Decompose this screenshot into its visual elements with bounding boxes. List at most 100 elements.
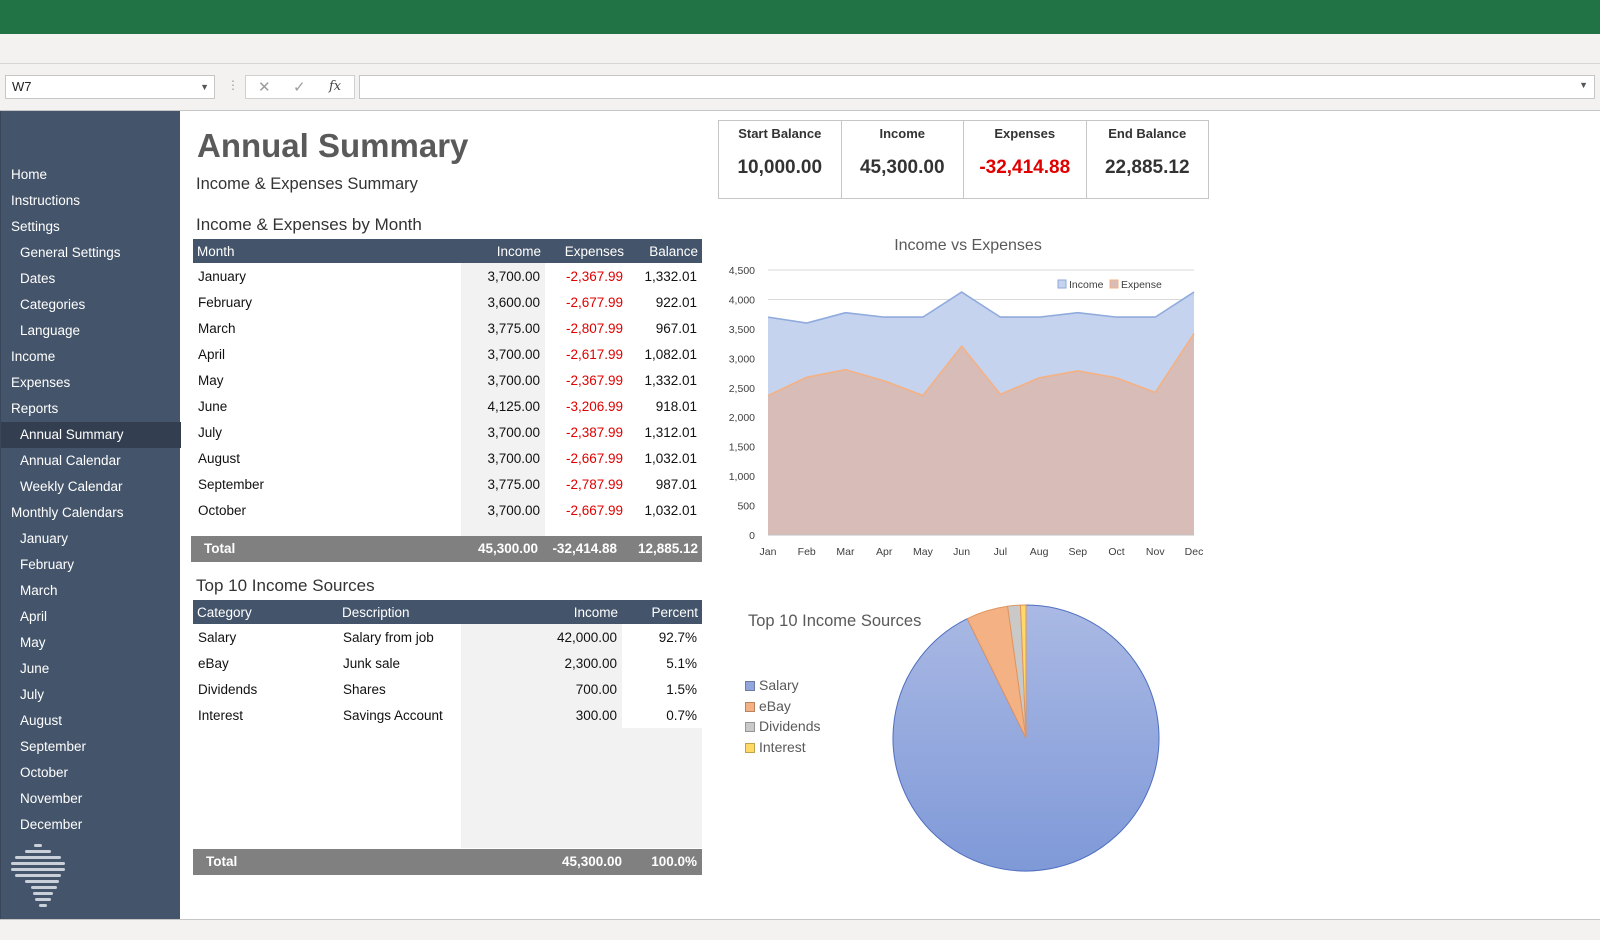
- sidebar-item-november[interactable]: November: [20, 791, 83, 806]
- sidebar-item-income[interactable]: Income: [11, 349, 56, 364]
- sidebar-item-october[interactable]: October: [20, 765, 69, 780]
- sidebar-item-dates[interactable]: Dates: [20, 271, 56, 286]
- month-cell[interactable]: June: [198, 398, 228, 414]
- chevron-down-icon[interactable]: ▼: [1579, 80, 1588, 90]
- expenses-cell[interactable]: -2,367.99: [565, 268, 623, 284]
- category-cell[interactable]: Interest: [198, 707, 244, 723]
- month-cell[interactable]: March: [198, 320, 236, 336]
- income-cell[interactable]: 3,775.00: [461, 315, 545, 341]
- sidebar-item-reports[interactable]: Reports: [11, 401, 59, 416]
- month-cell[interactable]: August: [198, 450, 241, 466]
- series-area-expense[interactable]: [768, 333, 1194, 535]
- expenses-cell[interactable]: -2,787.99: [565, 476, 623, 492]
- income-cell[interactable]: 3,700.00: [461, 263, 545, 289]
- sidebar-item-monthly-calendars[interactable]: Monthly Calendars: [11, 505, 124, 520]
- income-cell[interactable]: 3,700.00: [461, 497, 545, 523]
- expenses-cell[interactable]: -2,807.99: [565, 320, 623, 336]
- balance-cell[interactable]: 1,332.01: [644, 372, 697, 388]
- description-cell[interactable]: Savings Account: [343, 707, 443, 723]
- sidebar-item-january[interactable]: January: [20, 531, 69, 546]
- sidebar-item-april[interactable]: April: [20, 609, 48, 624]
- pie-slice-interest[interactable]: [1019, 604, 1027, 739]
- balance-cell[interactable]: 1,032.01: [644, 450, 697, 466]
- sidebar-item-instructions[interactable]: Instructions: [11, 193, 81, 208]
- description-cell[interactable]: Junk sale: [343, 655, 401, 671]
- table-row: February 3,600.00 -2,677.99 922.01: [193, 289, 702, 315]
- income-cell[interactable]: 3,700.00: [461, 367, 545, 393]
- income-cell[interactable]: 3,700.00: [461, 341, 545, 367]
- sidebar-item-march[interactable]: March: [20, 583, 58, 598]
- balance-cell[interactable]: 1,032.01: [644, 502, 697, 518]
- sidebar-item-home[interactable]: Home: [11, 167, 48, 182]
- expenses-cell[interactable]: -2,677.99: [565, 294, 623, 310]
- expenses-cell[interactable]: -2,367.99: [565, 372, 623, 388]
- income-cell[interactable]: 700.00: [461, 676, 622, 702]
- sidebar-item-settings[interactable]: Settings: [11, 219, 60, 234]
- month-cell[interactable]: July: [198, 424, 223, 440]
- income-cell[interactable]: 3,700.00: [461, 445, 545, 471]
- sidebar-nav: Home Instructions Settings General Settings…: [0, 111, 181, 919]
- month-cell[interactable]: September: [198, 476, 265, 492]
- name-box[interactable]: W7 ▼: [5, 75, 215, 99]
- percent-cell[interactable]: 92.7%: [658, 629, 697, 645]
- income-cell[interactable]: 2,300.00: [461, 650, 622, 676]
- balance-cell[interactable]: 1,312.01: [644, 424, 697, 440]
- percent-cell[interactable]: 0.7%: [666, 707, 697, 723]
- expenses-cell[interactable]: -2,667.99: [565, 502, 623, 518]
- sidebar-item-february[interactable]: February: [20, 557, 75, 572]
- empty-cell[interactable]: [461, 523, 545, 540]
- sidebar-item-december[interactable]: December: [20, 817, 83, 832]
- sidebar-item-june[interactable]: June: [20, 661, 50, 676]
- sidebar-item-expenses[interactable]: Expenses: [11, 375, 71, 390]
- balance-cell[interactable]: 987.01: [655, 476, 697, 492]
- sidebar-item-language[interactable]: Language: [20, 323, 81, 338]
- month-cell[interactable]: April: [198, 346, 226, 362]
- drag-handle-icon[interactable]: ⋮: [227, 78, 239, 92]
- x-tick-label: Jan: [760, 546, 777, 558]
- table-row: April 3,700.00 -2,617.99 1,082.01: [193, 341, 702, 367]
- expenses-cell[interactable]: -3,206.99: [565, 398, 623, 414]
- month-cell[interactable]: October: [198, 502, 247, 518]
- formula-input[interactable]: ▼: [359, 75, 1595, 99]
- month-cell[interactable]: February: [198, 294, 253, 310]
- chevron-down-icon[interactable]: ▼: [200, 82, 209, 92]
- sidebar-item-annual-summary[interactable]: Annual Summary: [1, 422, 181, 448]
- category-cell[interactable]: Salary: [198, 629, 237, 645]
- income-cell[interactable]: 42,000.00: [461, 624, 622, 650]
- income-cell[interactable]: 4,125.00: [461, 393, 545, 419]
- table-row: January 3,700.00 -2,367.99 1,332.01: [193, 263, 702, 289]
- description-cell[interactable]: Shares: [343, 681, 386, 697]
- description-cell[interactable]: Salary from job: [343, 629, 434, 645]
- income-cell[interactable]: 300.00: [461, 702, 622, 728]
- confirm-icon[interactable]: ✓: [293, 79, 306, 96]
- expenses-cell[interactable]: -2,667.99: [565, 450, 623, 466]
- income-cell[interactable]: 3,700.00: [461, 419, 545, 445]
- cancel-icon[interactable]: ✕: [258, 79, 271, 96]
- balance-cell[interactable]: 918.01: [655, 398, 697, 414]
- sidebar-item-may[interactable]: May: [20, 635, 46, 650]
- income-cell[interactable]: 3,600.00: [461, 289, 545, 315]
- table-row: eBay Junk sale 2,300.00 5.1%: [193, 650, 702, 676]
- sidebar-item-weekly-calendar[interactable]: Weekly Calendar: [20, 479, 123, 494]
- month-cell[interactable]: January: [198, 268, 247, 284]
- percent-cell[interactable]: 1.5%: [666, 681, 697, 697]
- sidebar-item-general-settings[interactable]: General Settings: [20, 245, 121, 260]
- expenses-cell[interactable]: -2,387.99: [565, 424, 623, 440]
- balance-cell[interactable]: 967.01: [655, 320, 697, 336]
- balance-cell[interactable]: 922.01: [655, 294, 697, 310]
- legend-label: eBay: [759, 697, 791, 714]
- category-cell[interactable]: eBay: [198, 655, 229, 671]
- sidebar-item-categories[interactable]: Categories: [20, 297, 86, 312]
- sidebar-item-july[interactable]: July: [20, 687, 45, 702]
- sidebar-item-august[interactable]: August: [20, 713, 63, 728]
- sidebar-item-annual-calendar[interactable]: Annual Calendar: [20, 453, 121, 468]
- month-cell[interactable]: May: [198, 372, 224, 388]
- percent-cell[interactable]: 5.1%: [666, 655, 697, 671]
- sidebar-item-september[interactable]: September: [20, 739, 87, 754]
- insert-function-icon[interactable]: fx: [329, 79, 342, 94]
- income-cell[interactable]: 3,775.00: [461, 471, 545, 497]
- expenses-cell[interactable]: -2,617.99: [565, 346, 623, 362]
- category-cell[interactable]: Dividends: [198, 681, 258, 697]
- balance-cell[interactable]: 1,082.01: [644, 346, 697, 362]
- balance-cell[interactable]: 1,332.01: [644, 268, 697, 284]
